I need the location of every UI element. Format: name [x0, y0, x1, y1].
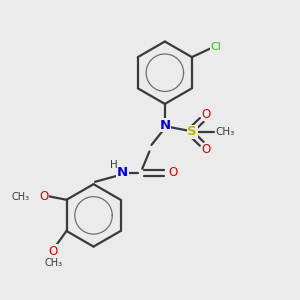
Text: CH₃: CH₃	[11, 192, 29, 202]
Text: O: O	[49, 245, 58, 258]
Text: N: N	[117, 167, 128, 179]
Text: H: H	[110, 160, 118, 170]
Text: Cl: Cl	[211, 42, 222, 52]
Text: O: O	[39, 190, 48, 203]
Text: S: S	[188, 125, 197, 138]
Text: CH₃: CH₃	[45, 258, 63, 268]
Text: O: O	[201, 107, 211, 121]
Text: O: O	[201, 143, 211, 156]
Text: O: O	[168, 167, 177, 179]
Text: CH₃: CH₃	[215, 127, 235, 137]
Text: N: N	[159, 119, 170, 132]
